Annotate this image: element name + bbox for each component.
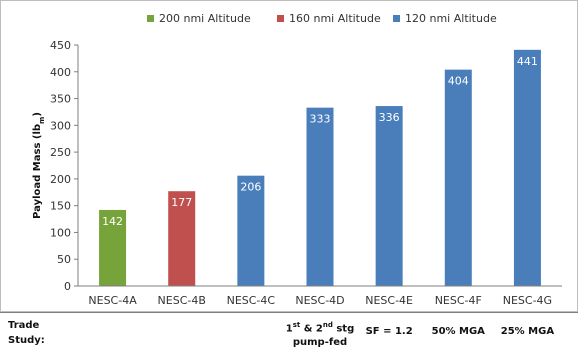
legend-entry: 160 nmi Altitude: [289, 12, 381, 25]
y-tick-label: 300: [50, 119, 71, 132]
legend-entry: 200 nmi Altitude: [159, 12, 251, 25]
bar-value-label: 336: [379, 111, 400, 124]
trade-study-title: Trade Study:: [8, 320, 45, 346]
bar-nesc-4a: [99, 209, 127, 286]
bar-nesc-4b: [168, 191, 196, 286]
bar-value-label: 206: [240, 181, 261, 194]
legend: 200 nmi Altitude 160 nmi Altitude 120 nmi …: [147, 12, 497, 25]
y-axis: 0 50 100 150 200 250 300 350 400 450: [50, 39, 79, 293]
bar-value-label: 333: [310, 113, 331, 126]
bar-value-label: 142: [102, 215, 123, 228]
bar-value-label: 177: [171, 196, 192, 209]
y-tick-label: 50: [57, 253, 71, 266]
bar-nesc-4c: [237, 175, 265, 286]
y-axis-label: Payload Mass (lbm): [32, 112, 46, 219]
trade-study-note: 25% MGA: [500, 326, 555, 337]
trade-study-note: 1st & 2nd stg pump-fed: [285, 321, 355, 349]
chart-frame: [0, 0, 578, 312]
bar-value-label: 404: [448, 75, 469, 88]
x-tick-label: NESC-4E: [365, 294, 413, 307]
legend-swatch: [393, 15, 400, 22]
y-tick-label: 400: [50, 66, 71, 79]
bar-nesc-4f: [444, 69, 472, 286]
y-tick-label: 150: [50, 200, 71, 213]
y-tick-label: 100: [50, 226, 71, 239]
x-tick-label: NESC-4A: [88, 294, 137, 307]
x-axis: NESC-4A NESC-4B NESC-4C NESC-4D NESC-4E NESC-…: [78, 285, 562, 307]
y-tick-label: 450: [50, 39, 71, 52]
bar-value-label: 441: [517, 55, 538, 68]
bar-nesc-4e: [375, 106, 403, 286]
payload-mass-bar-chart: 200 nmi Altitude 160 nmi Altitude 120 nmi …: [32, 12, 562, 307]
y-tick-label: 350: [50, 93, 71, 106]
bars: 142 177 206 333 336 404 441: [99, 49, 541, 286]
x-tick-label: NESC-4C: [227, 294, 276, 307]
legend-swatch: [147, 15, 154, 22]
bar-nesc-4d: [306, 107, 334, 286]
trade-study-divider: [0, 312, 578, 313]
y-axis-label-group: Payload Mass (lbm): [32, 112, 46, 219]
y-tick-label: 0: [64, 280, 71, 293]
legend-entry: 120 nmi Altitude: [405, 12, 497, 25]
y-tick-label: 200: [50, 173, 71, 186]
y-tick-label: 250: [50, 146, 71, 159]
trade-study-note: 50% MGA: [431, 326, 485, 337]
x-tick-label: NESC-4F: [435, 294, 482, 307]
x-tick-label: NESC-4D: [295, 294, 344, 307]
trade-study-note: SF = 1.2: [365, 326, 413, 337]
x-tick-label: NESC-4B: [158, 294, 206, 307]
bar-nesc-4g: [513, 49, 541, 286]
legend-swatch: [277, 15, 284, 22]
trade-study-row: Trade Study: 1st & 2nd stg pump-fed SF = 1…: [0, 312, 578, 350]
x-tick-label: NESC-4G: [503, 294, 552, 307]
